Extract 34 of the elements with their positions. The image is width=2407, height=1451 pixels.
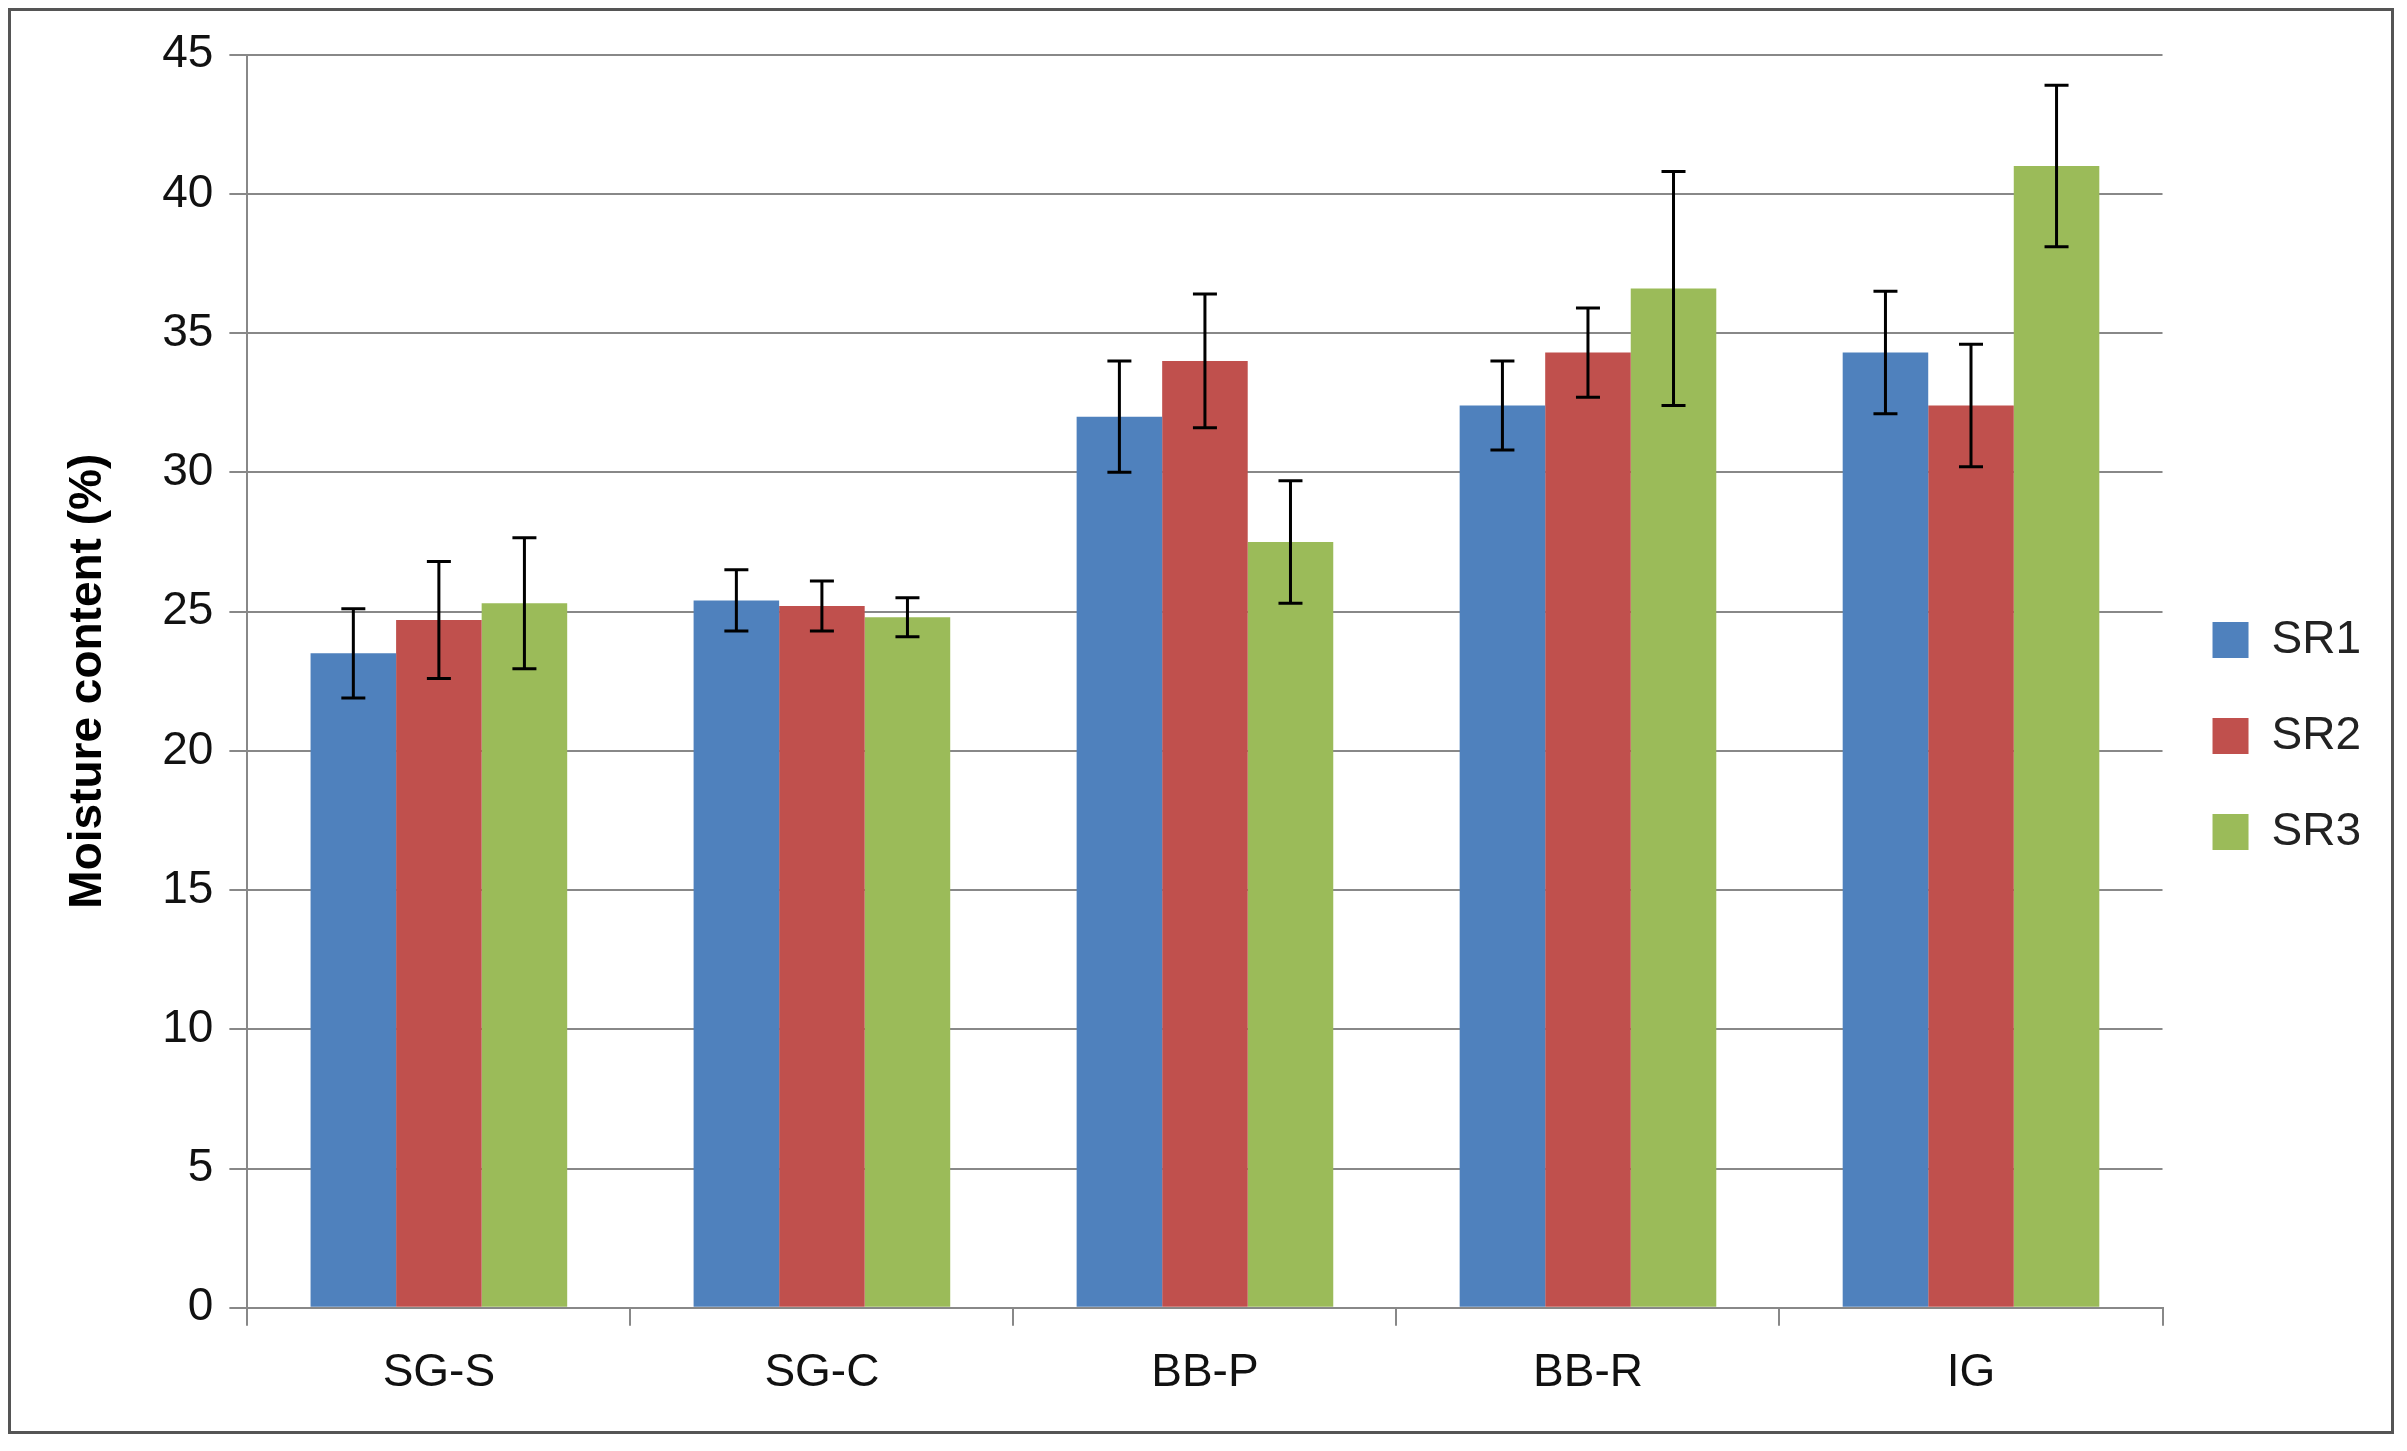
legend-label: SR1 [2271,610,2361,663]
x-tick-label: SG-C [764,1344,880,1397]
y-tick-label: 40 [162,164,214,217]
y-tick-label: 45 [162,25,214,78]
y-axis-title: Moisture content (%) [59,453,112,909]
y-tick-label: 0 [187,1278,214,1331]
x-tick-label: BB-P [1151,1344,1259,1397]
legend-label: SR3 [2271,802,2361,855]
bar [864,617,951,1307]
bar [1630,288,1717,1307]
bar [1459,405,1546,1307]
y-tick-label: 25 [162,582,214,635]
bar [1842,352,1929,1307]
y-tick-label: 15 [162,860,214,913]
legend-label: SR2 [2271,706,2361,759]
bar [310,653,397,1307]
bar [1076,416,1163,1307]
x-tick-label: IG [1946,1344,1996,1397]
y-tick-label: 10 [162,1000,214,1052]
y-tick-label: 20 [162,721,214,774]
x-tick-label: SG-S [382,1344,496,1397]
bar [1162,360,1248,1307]
y-tick-label: 30 [162,443,214,496]
bar [396,619,482,1307]
bar [1545,352,1631,1307]
bar [1247,541,1334,1307]
bar [2013,166,2100,1307]
bar [693,600,780,1307]
bar [481,603,568,1307]
bar [1928,405,2014,1307]
x-tick-label: BB-R [1533,1344,1643,1397]
y-tick-label: 5 [187,1139,214,1192]
bar [779,606,865,1307]
y-tick-label: 35 [162,303,214,356]
